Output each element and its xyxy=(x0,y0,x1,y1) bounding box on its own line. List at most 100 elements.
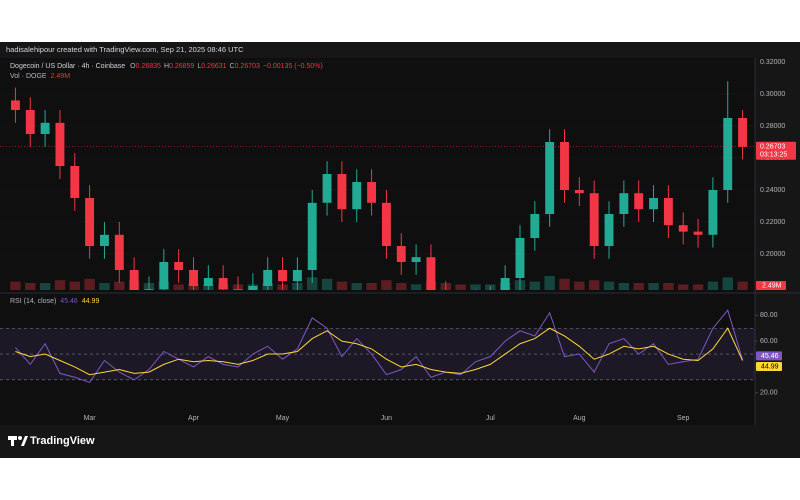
candle-body xyxy=(515,238,525,278)
candle-body xyxy=(248,286,258,290)
value-box xyxy=(756,351,782,361)
candle-body xyxy=(634,193,644,210)
volume-bar xyxy=(663,283,674,290)
candle-body xyxy=(55,122,65,166)
candle-body xyxy=(159,262,169,290)
candle-body xyxy=(604,214,614,246)
candle-body xyxy=(100,234,109,246)
candle-body xyxy=(85,198,95,246)
candles xyxy=(10,81,748,290)
volume-bar xyxy=(173,284,184,290)
y-tick-label: 0.28000 xyxy=(760,123,785,130)
symbol: Dogecoin / US Dollar · 4h · Coinbase xyxy=(10,63,125,70)
candle-body xyxy=(322,174,332,203)
candle-body xyxy=(203,278,213,286)
ohlc-value: 0.26703 xyxy=(235,63,260,70)
candle-body xyxy=(278,270,287,282)
candle-body xyxy=(337,174,347,210)
volume-bar xyxy=(39,283,51,290)
x-tick-label: Mar xyxy=(84,415,97,422)
volume-bar xyxy=(84,278,95,290)
value-box xyxy=(756,362,782,372)
candle-body xyxy=(352,182,362,210)
volume-bar xyxy=(737,281,748,290)
x-tick-label: Aug xyxy=(573,415,586,422)
y-tick-label: 0.20000 xyxy=(760,251,785,258)
volume-bar xyxy=(559,278,570,290)
footer: TradingView xyxy=(30,435,95,447)
candle-body xyxy=(40,122,50,134)
series-line xyxy=(15,327,744,376)
volume-bar xyxy=(722,277,733,290)
volume-bar xyxy=(25,283,36,290)
y-tick-label: 20.00 xyxy=(760,390,778,397)
plot-area xyxy=(0,58,755,425)
x-tick-label: Jul xyxy=(486,415,495,422)
candle-body xyxy=(10,100,20,110)
y-tick-label: 60.00 xyxy=(760,338,778,345)
volume-legend: Vol · DOGE 2.49M xyxy=(10,73,70,80)
candle-body xyxy=(114,234,124,270)
candle-body xyxy=(663,198,673,226)
volume-bar xyxy=(470,284,481,290)
candle-body xyxy=(693,231,703,235)
ohlc-value: 0.26859 xyxy=(169,63,194,70)
x-tick-label: Sep xyxy=(677,415,690,422)
candle-body xyxy=(144,289,154,290)
logo: TradingView xyxy=(8,435,95,447)
volume-bar xyxy=(307,277,318,290)
ohlc-value: 0.26631 xyxy=(201,63,226,70)
ohlc-label: L xyxy=(197,63,201,70)
countdown: 03:13:25 xyxy=(760,152,787,159)
volume-bar xyxy=(69,281,80,290)
logo-mark xyxy=(21,436,28,446)
candle-body xyxy=(367,182,377,203)
value-label: 45.46 xyxy=(761,353,779,360)
candle-body xyxy=(530,214,540,238)
header: hadisalehipour created with TradingView.… xyxy=(6,45,244,54)
candle-body xyxy=(723,118,733,190)
volume-value: 2.49M xyxy=(51,73,71,80)
y-tick-label: 0.32000 xyxy=(760,59,785,66)
logo-mark xyxy=(18,436,22,440)
volume-bar xyxy=(574,281,585,290)
volume-bar xyxy=(10,281,21,290)
candle-body xyxy=(678,225,688,232)
volume-bar xyxy=(692,284,704,290)
y-tick-label: 0.24000 xyxy=(760,187,785,194)
volume-bar xyxy=(396,283,407,290)
candle-body xyxy=(189,270,198,286)
volume-bar xyxy=(351,283,362,290)
volume-bar xyxy=(529,281,541,290)
volume-bar xyxy=(54,280,66,290)
last-price-box xyxy=(756,141,796,160)
candle-body xyxy=(292,270,302,282)
volume-bar xyxy=(336,281,348,290)
candle-body xyxy=(381,202,391,246)
candle-body xyxy=(307,202,317,270)
logo-mark xyxy=(11,440,14,446)
candle-body xyxy=(708,190,718,235)
candle-body xyxy=(233,289,243,290)
candle-body xyxy=(426,257,436,290)
candle-body xyxy=(25,110,35,134)
volume-box xyxy=(756,281,786,290)
volume-bar xyxy=(544,276,555,290)
candle-body xyxy=(589,193,599,246)
logo-mark xyxy=(8,436,17,440)
rsi-lines xyxy=(15,309,744,384)
rsi-band xyxy=(0,328,755,380)
candle-body xyxy=(70,166,80,198)
ohlc-label: C xyxy=(230,63,235,70)
candle-body xyxy=(500,278,510,290)
volume-bar xyxy=(114,281,125,290)
rsi-title: RSI (14, close) xyxy=(10,298,56,305)
volume-bar xyxy=(707,281,719,290)
x-tick-label: Apr xyxy=(188,415,200,422)
rsi-legend: RSI (14, close) 45.46 44.99 xyxy=(10,298,99,305)
candle-body xyxy=(649,198,658,210)
series-line xyxy=(15,309,744,384)
y-tick-label: 0.30000 xyxy=(760,91,785,98)
